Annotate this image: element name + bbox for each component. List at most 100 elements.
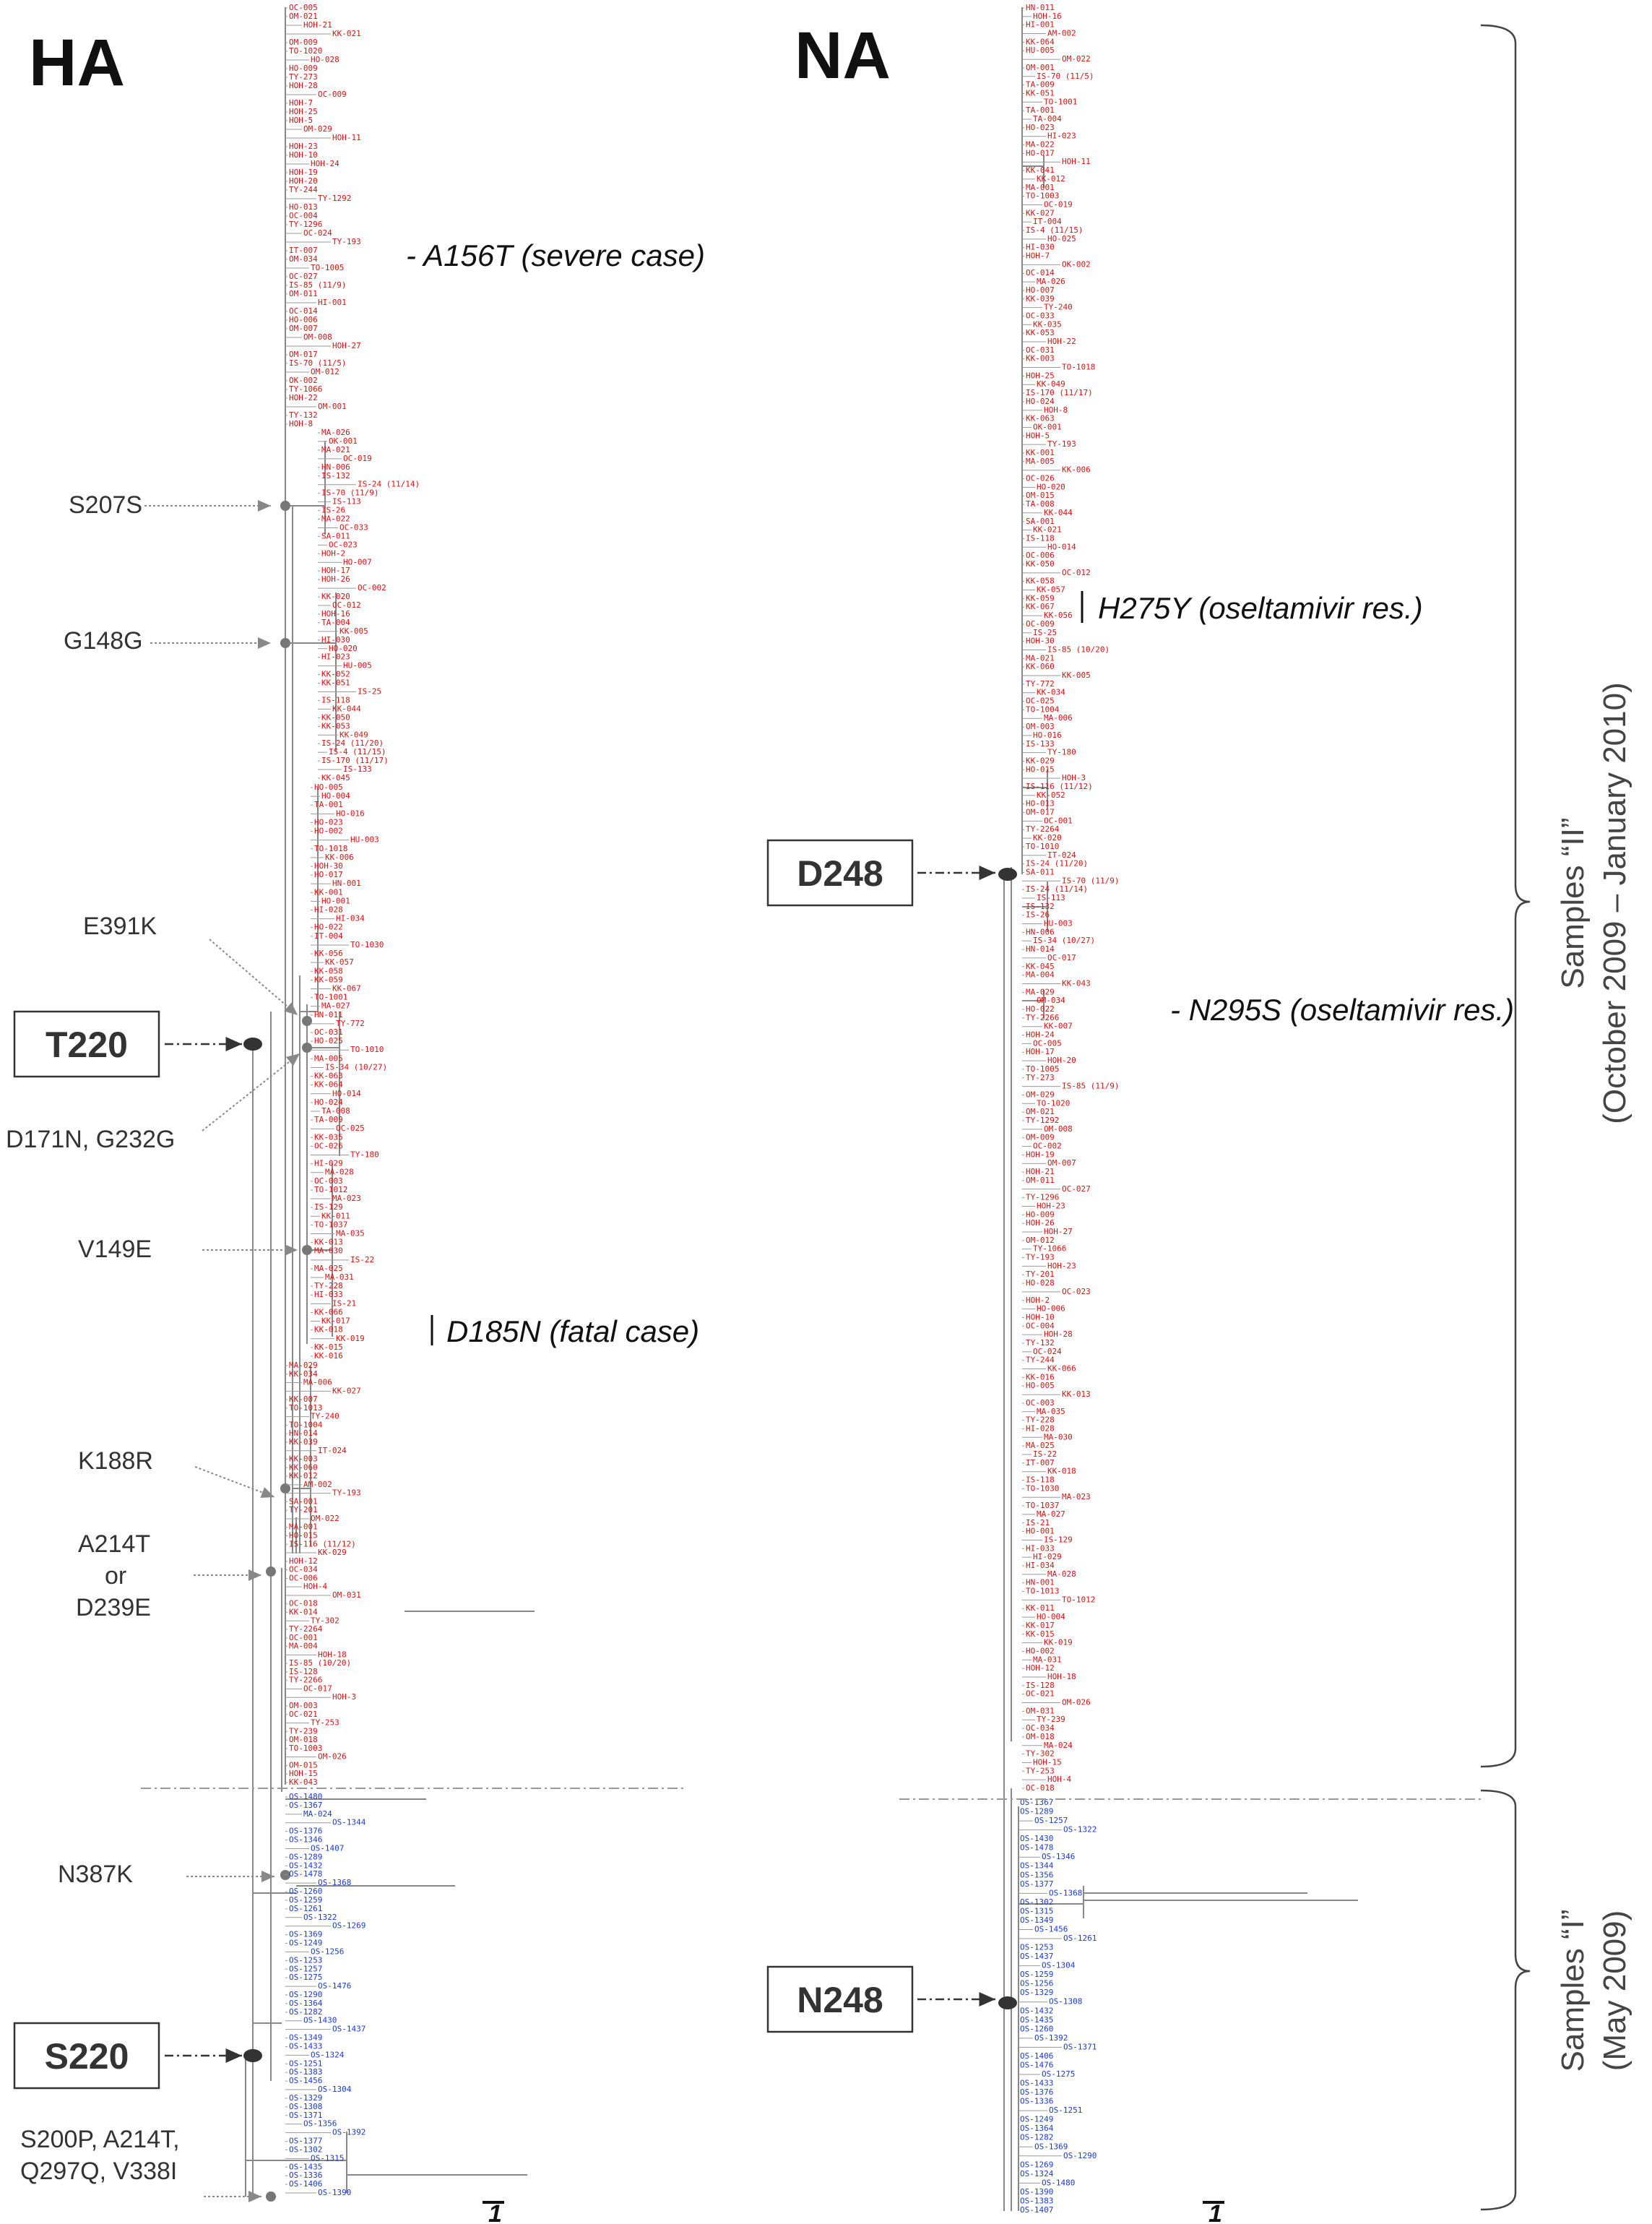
s220-label: S220 xyxy=(45,2036,129,2077)
leaf-label: KK-034 xyxy=(1037,688,1065,697)
na-scale-label: 1 xyxy=(1208,2200,1222,2224)
leaf-label: IS-170 (11/17) xyxy=(1026,388,1093,397)
leaf-label: KK-001 xyxy=(1026,448,1055,457)
leaf-label: OS-1456 xyxy=(1034,1924,1068,1934)
leaf-label: HOH-7 xyxy=(289,98,313,108)
leaf-label: OS-1376 xyxy=(1020,2087,1053,2097)
leaf-label: OS-1435 xyxy=(1020,2015,1053,2025)
leaf-label: IS-170 (11/17) xyxy=(321,756,389,765)
leaf-label: OS-1430 xyxy=(303,2016,337,2025)
leaf-label: IT-007 xyxy=(1026,1458,1055,1467)
leaf-label: OC-002 xyxy=(358,583,386,592)
leaf-label: HO-009 xyxy=(1026,1210,1055,1219)
leaf-label: SA-011 xyxy=(321,531,350,540)
leaf-label: OS-1406 xyxy=(289,2179,322,2189)
leaf-label: MA-022 xyxy=(1026,140,1055,150)
leaf-label: HOH-10 xyxy=(1026,1312,1055,1322)
leaf-label: IS-132 xyxy=(1026,902,1055,911)
leaf-label: KK-053 xyxy=(321,721,350,730)
d248-label: D248 xyxy=(797,853,883,894)
leaf-label: OC-009 xyxy=(1026,619,1055,629)
leaf-label: OS-1260 xyxy=(289,1887,322,1896)
leaf-label: TY-253 xyxy=(1026,1766,1055,1775)
leaf-label: TY-2264 xyxy=(1026,824,1060,834)
leaf-label: MA-024 xyxy=(1044,1741,1073,1750)
v149e-label: V149E xyxy=(78,1236,152,1263)
leaf-label: OK-001 xyxy=(1033,422,1062,431)
leaf-label: TA-008 xyxy=(1026,499,1055,509)
leaf-label: KK-020 xyxy=(321,592,350,601)
leaf-label: HO-017 xyxy=(314,870,343,879)
leaf-label: MA-030 xyxy=(314,1246,343,1256)
leaf-label: MA-023 xyxy=(332,1194,361,1203)
leaf-label: TO-1003 xyxy=(1026,191,1059,201)
leaf-label: OS-1435 xyxy=(289,2162,322,2171)
leaf-label: KK-056 xyxy=(314,949,343,958)
leaf-label: OM-034 xyxy=(289,254,318,264)
leaf-label: OM-011 xyxy=(1026,1176,1055,1185)
leaf-label: KK-050 xyxy=(1026,559,1055,569)
leaf-label: OC-014 xyxy=(289,306,318,316)
leaf-label: HI-029 xyxy=(314,1159,343,1168)
leaf-label: OM-003 xyxy=(1026,722,1055,731)
leaf-label: OC-018 xyxy=(289,1599,318,1608)
leaf-label: TA-001 xyxy=(1026,105,1055,115)
leaf-label: OS-1324 xyxy=(311,2050,345,2059)
leaf-label: HO-023 xyxy=(1026,123,1055,132)
leaf-label: OS-1383 xyxy=(1020,2196,1053,2205)
leaf-label: MA-031 xyxy=(1033,1655,1062,1664)
leaf-label: TY-302 xyxy=(1026,1749,1055,1759)
leaf-label: HO-025 xyxy=(1047,234,1076,243)
h275y-annotation: H275Y (oseltamivir res.) xyxy=(1098,591,1423,625)
leaf-label: TO-1030 xyxy=(1026,1483,1059,1493)
leaf-label: KK-059 xyxy=(1026,593,1055,603)
leaf-label: HN-006 xyxy=(321,462,350,472)
samples-ii-bracket xyxy=(1480,24,1531,1768)
leaf-label: IS-22 xyxy=(350,1255,374,1264)
leaf-label: IS-118 xyxy=(1026,1475,1055,1485)
leaf-label: HI-001 xyxy=(318,298,347,307)
leaf-label: HI-030 xyxy=(321,635,350,645)
leaf-label: KK-019 xyxy=(1044,1638,1073,1647)
leaf-label: TY-201 xyxy=(1026,1270,1055,1279)
leaf-label: TO-1037 xyxy=(314,1220,347,1229)
leaf-label: HOH-23 xyxy=(289,142,318,151)
leaf-label: HO-005 xyxy=(1026,1381,1055,1390)
leaf-label: HOH-2 xyxy=(1026,1296,1050,1305)
leaf-label: TY-193 xyxy=(332,1488,361,1498)
leaf-label: KK-064 xyxy=(314,1080,343,1090)
leaf-label: IS-26 xyxy=(321,506,345,515)
leaf-label: MA-005 xyxy=(314,1053,343,1063)
leaf-label: HOH-23 xyxy=(1047,1261,1076,1270)
leaf-label: HN-001 xyxy=(1026,1578,1055,1587)
leaf-label: OC-026 xyxy=(314,1141,343,1150)
leaf-label: KK-016 xyxy=(314,1351,343,1361)
leaf-label: KK-045 xyxy=(1026,962,1055,971)
leaf-label: HOH-3 xyxy=(332,1692,356,1702)
leaf-label: TY-193 xyxy=(1047,439,1076,449)
leaf-label: HOH-26 xyxy=(1026,1218,1055,1228)
leaf-label: HN-011 xyxy=(314,1010,343,1020)
leaf-label: TY-2264 xyxy=(289,1624,323,1634)
s207s-label: S207S xyxy=(69,491,142,519)
leaf-label: OS-1282 xyxy=(1020,2133,1053,2142)
leaf-label: KK-014 xyxy=(289,1607,318,1616)
leaf-label: IS-116 (11/12) xyxy=(1026,782,1093,791)
leaf-label: OS-1433 xyxy=(1020,2079,1053,2088)
leaf-label: TA-001 xyxy=(314,800,343,809)
leaf-label: OS-1259 xyxy=(1020,1970,1053,1979)
leaf-label: OC-012 xyxy=(332,600,361,610)
leaf-label: MA-027 xyxy=(1037,1509,1065,1519)
leaf-label: IS-85 (11/9) xyxy=(289,280,346,290)
leaf-label: KK-012 xyxy=(1037,174,1065,184)
leaf-label: IS-133 xyxy=(1026,739,1055,749)
leaf-label: HOH-15 xyxy=(1033,1757,1062,1767)
leaf-label: KK-003 xyxy=(289,1454,318,1464)
leaf-label: HO-002 xyxy=(1026,1646,1055,1655)
leaf-label: OS-1304 xyxy=(1042,1961,1076,1970)
leaf-label: OS-1390 xyxy=(318,2188,351,2197)
leaf-label: OC-034 xyxy=(1026,1723,1055,1733)
d171n-label: D171N, G232G xyxy=(6,1126,175,1153)
leaf-label: KK-007 xyxy=(289,1395,318,1404)
